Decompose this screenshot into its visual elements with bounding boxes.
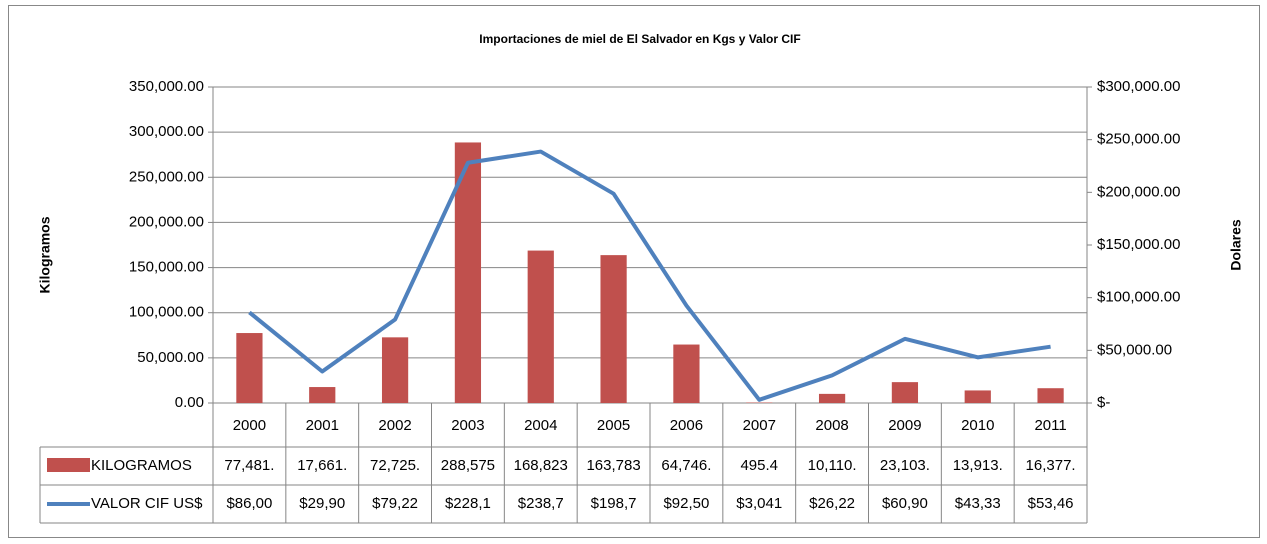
table-cell: 64,746. (661, 457, 711, 474)
x-tick-label: 2005 (597, 417, 630, 434)
y-tick-label: 100,000.00 (129, 304, 204, 321)
y2-axis-label: Dolares (1228, 219, 1244, 271)
table-cell: 13,913. (953, 457, 1003, 474)
y2-tick-label: $300,000.00 (1097, 78, 1180, 95)
x-tick-label: 2011 (1034, 417, 1066, 434)
x-tick-label: 2004 (524, 417, 557, 434)
x-tick-label: 2001 (306, 417, 339, 434)
y2-tick-label: $100,000.00 (1097, 289, 1180, 306)
bar (309, 387, 336, 403)
table-cell: 495.4 (740, 457, 778, 474)
table-cell: 72,725. (370, 457, 420, 474)
table-cell: $43,33 (955, 495, 1001, 512)
x-tick-label: 2002 (378, 417, 411, 434)
x-tick-label: 2007 (743, 417, 776, 434)
y-tick-label: 350,000.00 (129, 78, 204, 95)
table-cell: 163,783 (586, 457, 640, 474)
table-cell: $79,22 (372, 495, 418, 512)
table-cell: $26,22 (809, 495, 855, 512)
table-cell: $60,90 (882, 495, 928, 512)
legend-key (47, 458, 90, 472)
table-cell: $53,46 (1028, 495, 1074, 512)
table-cell: $29,90 (299, 495, 345, 512)
x-tick-label: 2003 (451, 417, 484, 434)
table-cell: $86,00 (226, 495, 272, 512)
table-cell: 10,110. (808, 457, 857, 474)
y-tick-label: 250,000.00 (129, 168, 204, 185)
y-tick-label: 300,000.00 (129, 123, 204, 140)
y-tick-label: 0.00 (175, 394, 204, 411)
bar (527, 250, 554, 403)
x-tick-label: 2006 (670, 417, 703, 434)
chart-frame (8, 5, 1260, 538)
y-tick-label: 50,000.00 (137, 349, 204, 366)
y-tick-label: 200,000.00 (129, 213, 204, 230)
chart-title: Importaciones de miel de El Salvador en … (479, 32, 800, 46)
table-cell: 168,823 (514, 457, 568, 474)
y2-tick-label: $200,000.00 (1097, 183, 1180, 200)
bar (600, 255, 627, 403)
x-tick-label: 2010 (961, 417, 994, 434)
bar (964, 390, 991, 403)
table-cell: 17,661. (297, 457, 347, 474)
table-cell: $228,1 (445, 495, 491, 512)
x-tick-label: 2000 (233, 417, 266, 434)
bar (673, 344, 700, 403)
table-cell: 77,481. (224, 457, 274, 474)
y-axis-label: Kilogramos (37, 216, 53, 293)
table-cell: 23,103. (880, 457, 930, 474)
bar (891, 382, 919, 403)
table-cell: 16,377. (1026, 457, 1076, 474)
x-tick-label: 2008 (815, 417, 848, 434)
x-tick-label: 2009 (888, 417, 921, 434)
bar (236, 333, 263, 403)
legend-label: VALOR CIF US$ (91, 495, 203, 512)
y-tick-label: 150,000.00 (129, 259, 204, 276)
y2-tick-label: $150,000.00 (1097, 236, 1180, 253)
legend-label: KILOGRAMOS (91, 457, 192, 474)
line (248, 149, 1051, 402)
y2-tick-label: $250,000.00 (1097, 131, 1180, 148)
table-cell: $92,50 (663, 495, 709, 512)
y2-tick-label: $50,000.00 (1097, 341, 1172, 358)
table-cell: $238,7 (518, 495, 564, 512)
table-cell: 288,575 (441, 457, 495, 474)
table-cell: $198,7 (591, 495, 637, 512)
bar (1037, 388, 1064, 403)
bar (818, 393, 846, 403)
y2-tick-label: $- (1097, 394, 1110, 411)
table-cell: $3,041 (736, 495, 782, 512)
bar (381, 337, 409, 403)
